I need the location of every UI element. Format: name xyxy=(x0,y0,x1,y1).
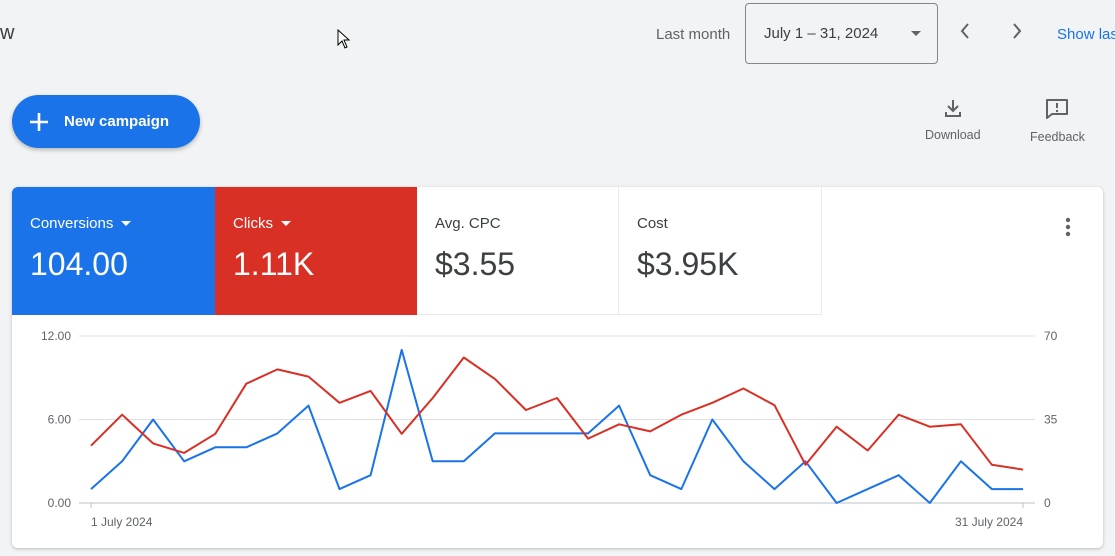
more-options-button[interactable] xyxy=(1065,217,1071,242)
page-title: w xyxy=(0,22,15,44)
y-right-tick-label: 0 xyxy=(1044,496,1051,510)
plus-icon xyxy=(29,112,49,132)
more-vert-icon xyxy=(1065,217,1071,241)
metric-cost-value: $3.95K xyxy=(637,246,739,282)
chevron-left-icon xyxy=(959,22,971,45)
series-line-conversions xyxy=(90,348,1023,504)
performance-chart: 0.00 0 6.00 35 12.00 70 1 July 2024 31 July 202… xyxy=(41,329,1058,529)
caret-down-icon xyxy=(121,221,132,226)
series-line-clicks xyxy=(90,356,1024,471)
feedback-icon xyxy=(1045,98,1069,130)
y-right-tick-label: 35 xyxy=(1044,413,1058,427)
metric-clicks-value: 1.11K xyxy=(233,246,315,282)
feedback-label: Feedback xyxy=(1030,130,1085,144)
metric-clicks-label: Clicks xyxy=(233,215,273,232)
metric-cost-label: Cost xyxy=(637,215,668,232)
new-campaign-button[interactable]: New campaign xyxy=(12,95,200,148)
date-range-value: July 1 – 31, 2024 xyxy=(764,25,879,42)
next-period-button[interactable] xyxy=(1005,20,1029,46)
performance-card: Conversions 104.00 Clicks 1.11K Avg. CPC… xyxy=(12,187,1103,548)
metric-conversions-value: 104.00 xyxy=(30,246,128,282)
previous-period-button[interactable] xyxy=(953,20,977,46)
y-left-tick-label: 6.00 xyxy=(48,413,72,427)
metric-avg-cpc-value: $3.55 xyxy=(435,246,516,282)
metric-avg-cpc[interactable]: Avg. CPC $3.55 xyxy=(417,187,619,315)
download-button[interactable]: Download xyxy=(925,98,981,142)
date-range-select[interactable]: July 1 – 31, 2024 xyxy=(745,3,938,64)
chevron-right-icon xyxy=(1011,22,1023,45)
metric-conversions-label: Conversions xyxy=(30,215,114,232)
y-left-tick-label: 12.00 xyxy=(41,329,71,343)
x-tick-label: 1 July 2024 xyxy=(91,515,153,529)
download-icon xyxy=(943,98,963,128)
y-right-tick-label: 70 xyxy=(1044,329,1058,343)
cursor-icon xyxy=(337,28,351,54)
y-left-tick-label: 0.00 xyxy=(48,496,72,510)
caret-down-icon xyxy=(281,221,291,226)
metric-cost[interactable]: Cost $3.95K xyxy=(619,187,822,315)
metric-conversions[interactable]: Conversions 104.00 xyxy=(12,187,215,315)
new-campaign-label: New campaign xyxy=(64,113,170,130)
show-last-link[interactable]: Show las xyxy=(1057,26,1115,43)
x-tick-label: 31 July 2024 xyxy=(955,515,1023,529)
feedback-button[interactable]: Feedback xyxy=(1030,98,1085,144)
metric-clicks[interactable]: Clicks 1.11K xyxy=(215,187,417,315)
date-range-label: Last month xyxy=(656,26,731,43)
metric-avg-cpc-label: Avg. CPC xyxy=(435,215,501,232)
download-label: Download xyxy=(925,128,981,142)
caret-down-icon xyxy=(911,31,921,36)
